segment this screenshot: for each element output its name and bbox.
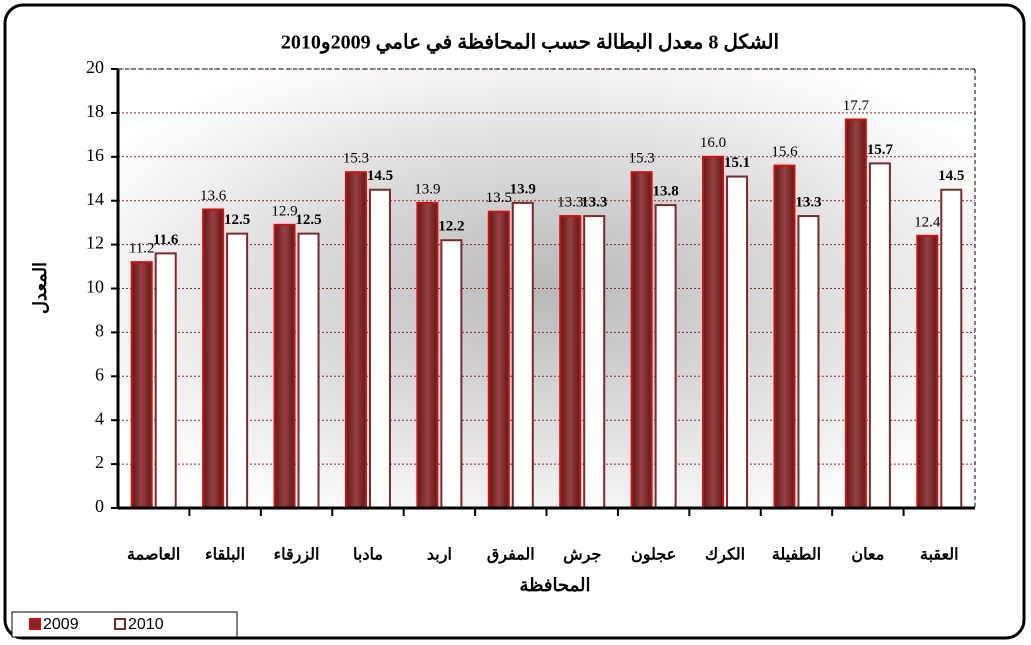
y-tick-label: 2: [95, 452, 104, 472]
bar: [654, 204, 677, 509]
x-tick-label: عجلون: [631, 547, 676, 565]
bar: [726, 175, 749, 509]
bar: [916, 234, 939, 509]
x-tick-label: جرش: [563, 547, 601, 565]
value-label: 17.7: [843, 98, 870, 114]
value-label: 13.8: [653, 184, 679, 200]
value-label: 11.6: [153, 232, 179, 248]
y-tick-label: 16: [86, 145, 104, 165]
value-label: 15.7: [867, 142, 894, 158]
bar: [559, 215, 582, 509]
value-label: 15.3: [343, 151, 369, 167]
legend-swatch: [114, 618, 126, 630]
x-tick-label: العقبة: [920, 547, 959, 564]
bar: [940, 188, 963, 509]
x-tick-label: البلقاء: [205, 547, 245, 564]
value-label: 13.9: [510, 181, 536, 197]
value-label: 12.5: [295, 212, 321, 228]
bar: [583, 215, 606, 509]
legend-swatch: [29, 618, 41, 630]
bar: [440, 239, 463, 510]
y-tick-label: 20: [86, 57, 104, 77]
y-tick-label: 6: [95, 364, 104, 384]
bar: [202, 208, 225, 509]
bar: [773, 164, 796, 510]
value-label: 13.6: [200, 188, 227, 204]
y-axis-label: المعدل: [30, 262, 50, 314]
bar: [368, 188, 391, 509]
value-label: 15.1: [724, 155, 750, 171]
bar: [344, 171, 367, 509]
bar: [297, 232, 320, 509]
bar: [630, 171, 653, 509]
y-tick-label: 8: [95, 321, 104, 341]
chart-title: الشكل 8 معدل البطالة حسب المحافظة في عام…: [281, 32, 779, 55]
y-tick-label: 0: [95, 496, 104, 516]
legend-label: 2010: [128, 616, 164, 633]
bar: [130, 261, 153, 509]
x-tick-label: اربد: [427, 547, 452, 565]
y-tick-label: 12: [86, 233, 104, 253]
value-label: 13.5: [486, 190, 512, 206]
value-label: 13.3: [581, 195, 607, 211]
value-label: 14.5: [367, 168, 393, 184]
bar: [154, 252, 177, 509]
x-tick-label: الطفيلة: [772, 547, 821, 564]
bar: [844, 118, 867, 510]
y-tick-label: 18: [86, 101, 104, 121]
x-tick-label: معان: [851, 547, 884, 564]
x-tick-label: الزرقاء: [274, 547, 320, 565]
x-tick-label: المفرق: [487, 547, 535, 565]
value-label: 16.0: [700, 135, 726, 151]
bar: [487, 210, 510, 510]
value-label: 12.5: [224, 212, 250, 228]
y-tick-label: 4: [95, 408, 104, 428]
bar: [797, 215, 820, 509]
bar: [511, 201, 534, 510]
value-label: 13.9: [414, 181, 440, 197]
legend: [11, 611, 238, 638]
value-label: 15.3: [629, 151, 655, 167]
value-label: 13.3: [557, 195, 583, 211]
x-tick-label: العاصمة: [127, 547, 180, 564]
x-tick-label: مادبا: [353, 547, 383, 564]
value-label: 12.2: [438, 219, 464, 235]
value-label: 12.4: [914, 214, 941, 230]
y-tick-label: 10: [86, 277, 104, 297]
bar: [416, 201, 439, 510]
x-tick-label: الكرك: [705, 547, 745, 565]
value-label: 12.9: [271, 203, 297, 219]
legend-label: 2009: [43, 616, 79, 633]
bar: [868, 162, 891, 509]
value-label: 15.6: [771, 144, 798, 160]
y-tick-label: 14: [86, 189, 104, 209]
bar: [702, 155, 725, 510]
value-label: 13.3: [795, 195, 821, 211]
bar: [273, 223, 296, 509]
value-label: 14.5: [938, 168, 964, 184]
value-label: 11.2: [129, 241, 155, 257]
x-axis-label: المحافظة: [519, 575, 590, 595]
bar: [226, 232, 249, 509]
